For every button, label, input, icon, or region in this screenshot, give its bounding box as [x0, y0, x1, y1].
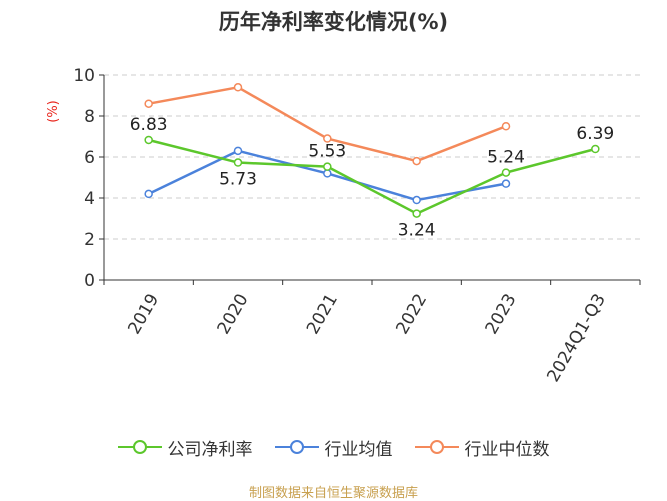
data-point: [412, 209, 421, 218]
legend-item-industry-mean[interactable]: 行业均值: [274, 435, 393, 460]
y-tick-label: 4: [84, 189, 95, 209]
data-point: [233, 158, 243, 167]
data-point: [501, 179, 511, 188]
x-tick-label: 2024Q1-Q3: [543, 290, 610, 385]
y-tick-label: 10: [73, 66, 95, 86]
data-point: [412, 195, 421, 205]
legend-item-company[interactable]: 公司净利率: [117, 435, 253, 460]
data-point: [144, 189, 153, 199]
legend-label-company: 公司净利率: [167, 439, 253, 460]
y-tick-label: 8: [84, 107, 95, 127]
y-tick-label: 6: [84, 148, 95, 168]
data-point: [233, 146, 243, 156]
data-label: 5.24: [487, 148, 525, 168]
source-note: 制图数据来自恒生聚源数据库: [248, 486, 418, 501]
data-label: 5.53: [308, 142, 346, 162]
y-tick-label: 0: [84, 271, 95, 291]
data-label: 6.83: [130, 115, 168, 135]
data-label: 6.39: [576, 124, 614, 144]
legend-marker-industry-mean: [274, 440, 319, 454]
x-tick-label: 2023: [482, 290, 521, 337]
legend: 公司净利率 行业均值 行业中位数: [0, 432, 667, 462]
legend-marker-company: [117, 440, 162, 454]
legend-label-industry-mean: 行业均值: [324, 439, 393, 460]
data-point: [144, 135, 153, 145]
data-point: [501, 122, 511, 131]
x-tick-label: 2020: [214, 290, 253, 337]
legend-label-industry-median: 行业中位数: [464, 439, 550, 460]
x-tick-label: 2019: [124, 290, 163, 337]
data-point: [144, 99, 153, 108]
data-point: [323, 134, 332, 143]
data-label: 3.24: [398, 221, 436, 241]
data-point: [323, 169, 332, 178]
legend-item-industry-median[interactable]: 行业中位数: [414, 435, 550, 460]
x-tick-label: 2022: [392, 290, 431, 337]
legend-marker-industry-median: [414, 440, 459, 454]
x-tick-label: 2021: [303, 290, 342, 337]
data-label: 5.73: [219, 170, 257, 190]
chart-title: 历年净利率变化情况(%): [218, 10, 449, 34]
y-tick-label: 2: [84, 230, 95, 250]
data-point: [233, 83, 243, 92]
data-point: [412, 156, 421, 166]
data-point: [323, 162, 332, 171]
data-point: [501, 168, 511, 177]
data-point: [591, 144, 600, 154]
series-line: [148, 138, 596, 215]
